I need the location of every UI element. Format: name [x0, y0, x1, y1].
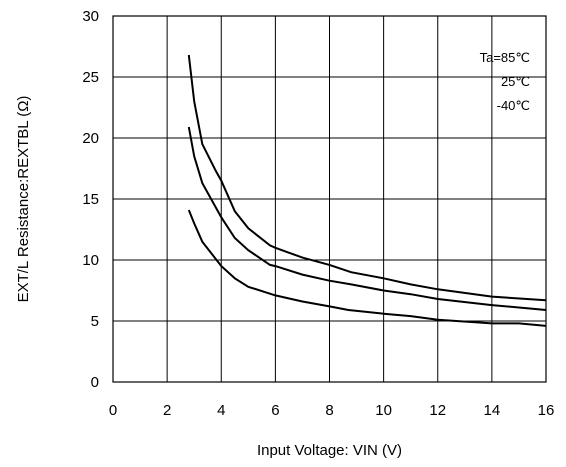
y-tick-label: 20 — [82, 130, 99, 147]
y-tick-label: 25 — [82, 69, 99, 86]
x-tick-label: 8 — [325, 402, 333, 419]
legend: Ta=85℃ 25℃ -40℃ — [480, 50, 530, 113]
series-line-2 — [187, 209, 547, 327]
y-tick-label: 10 — [82, 252, 99, 269]
y-tick-label: 30 — [82, 8, 99, 25]
x-tick-label: 12 — [429, 402, 446, 419]
legend-entry: 25℃ — [501, 74, 530, 89]
y-tick-label: 0 — [91, 374, 99, 391]
x-tick-label: 4 — [217, 402, 225, 419]
plot-frame — [112, 15, 547, 383]
tick-labels: 0 2 4 6 8 10 12 14 16 0 5 10 15 20 25 30 — [82, 8, 554, 419]
x-tick-label: 0 — [109, 402, 117, 419]
legend-entry: -40℃ — [497, 98, 530, 113]
x-tick-label: 10 — [375, 402, 392, 419]
y-axis-title: EXT/L Resistance:REXTBL (Ω) — [15, 96, 32, 303]
x-tick-label: 16 — [538, 402, 555, 419]
x-tick-label: 6 — [271, 402, 279, 419]
legend-entry: Ta=85℃ — [480, 50, 530, 65]
y-tick-label: 15 — [82, 191, 99, 208]
grid — [113, 16, 546, 382]
x-axis-title: Input Voltage: VIN (V) — [257, 442, 402, 459]
x-tick-label: 2 — [163, 402, 171, 419]
y-tick-label: 5 — [91, 313, 99, 330]
series-line-0 — [187, 54, 547, 302]
series-line-1 — [187, 126, 547, 311]
x-tick-label: 14 — [484, 402, 501, 419]
series-group — [187, 54, 547, 327]
